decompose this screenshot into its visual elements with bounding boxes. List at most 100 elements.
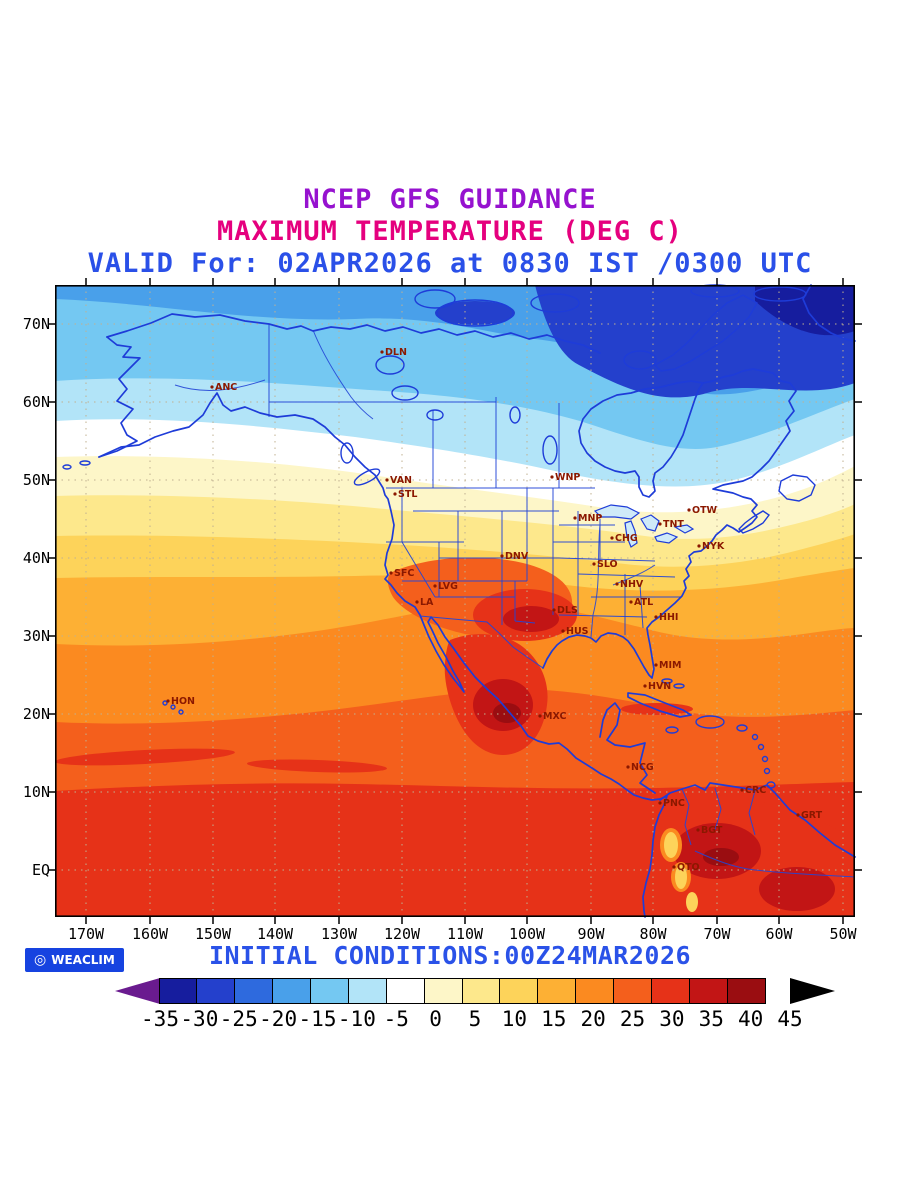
lon-label: 160W bbox=[131, 925, 169, 943]
station-MNP: MNP bbox=[573, 513, 602, 524]
lon-label: 60W bbox=[765, 925, 793, 943]
svg-text:OTW: OTW bbox=[692, 505, 718, 516]
scale-box-7 bbox=[423, 978, 463, 1004]
svg-text:TNT: TNT bbox=[663, 519, 684, 530]
color-scale-bar bbox=[115, 978, 835, 1004]
station-CRC: CRC bbox=[740, 785, 766, 796]
station-HVN: HVN bbox=[643, 681, 671, 692]
scale-box-0 bbox=[158, 978, 198, 1004]
station-QTO: QTO bbox=[672, 862, 700, 873]
scale-value: 0 bbox=[429, 1007, 442, 1031]
lon-label: 110W bbox=[446, 925, 484, 943]
station-HON: HON bbox=[166, 696, 195, 707]
svg-text:MNP: MNP bbox=[578, 513, 602, 524]
station-BGT: BGT bbox=[696, 825, 723, 836]
scale-value: -10 bbox=[337, 1007, 376, 1031]
scale-arrow-right bbox=[790, 978, 835, 1004]
svg-text:BGT: BGT bbox=[701, 825, 723, 836]
lon-label: 170W bbox=[67, 925, 105, 943]
station-WNP: WNP bbox=[550, 472, 580, 483]
initial-conditions-label: INITIAL CONDITIONS:00Z24MAR2026 bbox=[208, 941, 692, 970]
station-STL: STL bbox=[393, 489, 417, 500]
station-PNC: PNC bbox=[658, 798, 685, 809]
station-DLS: DLS bbox=[552, 605, 578, 616]
model-title: NCEP GFS GUIDANCE bbox=[303, 184, 597, 215]
station-ANC: ANC bbox=[210, 382, 237, 393]
scale-box-14 bbox=[688, 978, 729, 1004]
station-SLO: SLO bbox=[592, 559, 618, 570]
color-scale-values: -35 -30 -25 -20 -15 -10 -5 0 5 10 15 20 25 30 35 40 45 bbox=[115, 1007, 835, 1033]
svg-text:CHG: CHG bbox=[615, 533, 638, 544]
scale-arrow-left bbox=[115, 978, 160, 1004]
svg-text:HUS: HUS bbox=[566, 626, 589, 637]
svg-text:NYK: NYK bbox=[702, 541, 725, 552]
svg-text:PNC: PNC bbox=[663, 798, 685, 809]
temperature-map: ANC DLN VAN STL WNP MNP CHG TNT OTW NYK DNV SLO SFC L… bbox=[23, 278, 862, 943]
station-GRT: GRT bbox=[796, 810, 823, 821]
scale-box-1 bbox=[196, 978, 236, 1004]
station-DNV: DNV bbox=[500, 551, 529, 562]
scale-value: -15 bbox=[298, 1007, 337, 1031]
scale-value: 5 bbox=[468, 1007, 482, 1031]
svg-text:DLS: DLS bbox=[557, 605, 578, 616]
lat-label: 60N bbox=[22, 393, 50, 411]
lat-label: 20N bbox=[22, 705, 50, 723]
lon-label: 90W bbox=[577, 925, 605, 943]
svg-text:GRT: GRT bbox=[801, 810, 823, 821]
station-ATL: ATL bbox=[629, 597, 653, 608]
station-TNT: TNT bbox=[658, 519, 684, 530]
station-MXC: MXC bbox=[538, 711, 566, 722]
scale-box-2 bbox=[234, 978, 274, 1004]
station-SFC: SFC bbox=[389, 568, 414, 579]
svg-text:WNP: WNP bbox=[555, 472, 580, 483]
scale-value: -30 bbox=[180, 1007, 219, 1031]
map-canvas: ANC DLN VAN STL WNP MNP CHG TNT OTW NYK DNV SLO SFC L… bbox=[48, 278, 862, 924]
svg-text:ANC: ANC bbox=[215, 382, 237, 393]
scale-boxes bbox=[158, 978, 766, 1004]
scale-value: 25 bbox=[619, 1007, 646, 1031]
scale-box-12 bbox=[613, 978, 653, 1004]
station-labels: ANC DLN VAN STL WNP MNP CHG TNT OTW NYK DNV SLO SFC L… bbox=[166, 347, 823, 873]
station-HUS: HUS bbox=[561, 626, 589, 637]
scale-box-4 bbox=[310, 978, 350, 1004]
scale-box-8 bbox=[461, 978, 501, 1004]
scale-value: 20 bbox=[580, 1007, 606, 1031]
logo-icon: ◎ bbox=[34, 952, 47, 968]
lat-label: 70N bbox=[22, 315, 50, 333]
valid-time-title: VALID For: 02APR2026 at 0830 IST /0300 U… bbox=[87, 248, 813, 279]
svg-text:SFC: SFC bbox=[394, 568, 414, 579]
station-DLN: DLN bbox=[380, 347, 407, 358]
lon-label: 140W bbox=[256, 925, 294, 943]
svg-text:DNV: DNV bbox=[505, 551, 529, 562]
weaclim-logo: ◎ WEACLIM bbox=[25, 948, 124, 972]
scale-value: -25 bbox=[219, 1007, 258, 1031]
lon-label: 150W bbox=[194, 925, 232, 943]
station-CHG: CHG bbox=[610, 533, 638, 544]
brand-label: WEACLIM bbox=[51, 953, 115, 967]
parameter-title: MAXIMUM TEMPERATURE (DEG C) bbox=[217, 216, 683, 247]
scale-box-3 bbox=[272, 978, 312, 1004]
scale-box-11 bbox=[575, 978, 615, 1004]
map-frame bbox=[55, 285, 856, 918]
scale-box-10 bbox=[537, 978, 577, 1004]
station-HHI: HHI bbox=[654, 612, 678, 623]
lat-label: 10N bbox=[22, 783, 50, 801]
svg-text:LVG: LVG bbox=[438, 581, 458, 592]
lat-label: 50N bbox=[22, 471, 50, 489]
scale-box-5 bbox=[347, 978, 388, 1004]
scale-value: 35 bbox=[698, 1007, 724, 1031]
scale-value: 40 bbox=[737, 1007, 764, 1031]
svg-text:MXC: MXC bbox=[543, 711, 566, 722]
scale-value: 10 bbox=[501, 1007, 528, 1031]
svg-text:LA: LA bbox=[420, 597, 434, 608]
scale-value: 30 bbox=[659, 1007, 685, 1031]
station-VAN: VAN bbox=[385, 475, 412, 486]
svg-text:HVN: HVN bbox=[648, 681, 671, 692]
lon-label: 100W bbox=[508, 925, 546, 943]
lon-label: 80W bbox=[639, 925, 667, 943]
station-NCG: NCG bbox=[626, 762, 654, 773]
scale-value: 45 bbox=[777, 1007, 803, 1031]
lat-label: 30N bbox=[22, 627, 50, 645]
svg-text:DLN: DLN bbox=[385, 347, 407, 358]
